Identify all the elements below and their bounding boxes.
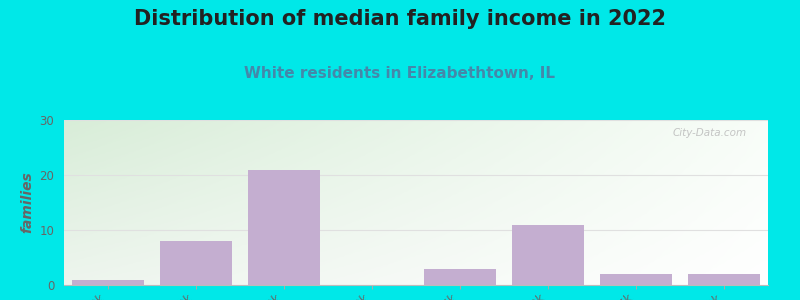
Text: City-Data.com: City-Data.com <box>673 128 747 138</box>
Y-axis label: families: families <box>20 172 34 233</box>
Bar <box>72 280 144 285</box>
Bar <box>688 274 760 285</box>
Text: Distribution of median family income in 2022: Distribution of median family income in … <box>134 9 666 29</box>
Bar <box>160 241 232 285</box>
Bar <box>248 169 320 285</box>
Bar <box>600 274 672 285</box>
Bar <box>424 268 496 285</box>
Bar <box>512 224 584 285</box>
Text: White residents in Elizabethtown, IL: White residents in Elizabethtown, IL <box>245 66 555 81</box>
